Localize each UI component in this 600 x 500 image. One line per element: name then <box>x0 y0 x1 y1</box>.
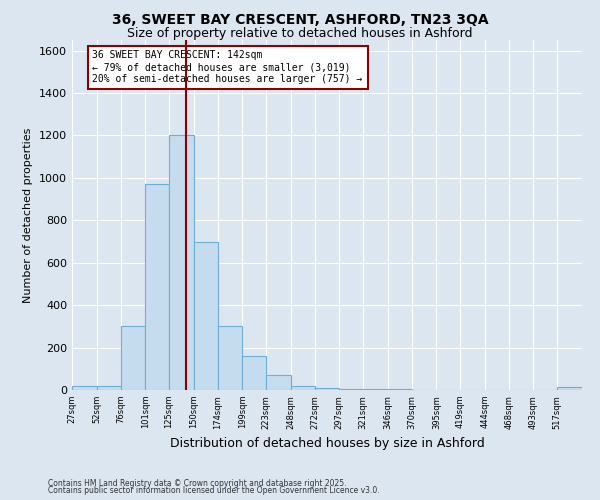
Text: Size of property relative to detached houses in Ashford: Size of property relative to detached ho… <box>127 28 473 40</box>
Bar <box>291 386 314 390</box>
Text: 36, SWEET BAY CRESCENT, ASHFORD, TN23 3QA: 36, SWEET BAY CRESCENT, ASHFORD, TN23 3Q… <box>112 12 488 26</box>
Bar <box>242 356 266 390</box>
Bar <box>340 389 363 390</box>
Bar <box>363 389 388 390</box>
Bar <box>557 387 582 390</box>
Text: 36 SWEET BAY CRESCENT: 142sqm
← 79% of detached houses are smaller (3,019)
20% o: 36 SWEET BAY CRESCENT: 142sqm ← 79% of d… <box>92 50 362 84</box>
Bar <box>145 184 169 390</box>
Bar <box>314 388 340 390</box>
Bar <box>169 136 194 390</box>
Bar <box>194 242 218 390</box>
Text: Contains public sector information licensed under the Open Government Licence v3: Contains public sector information licen… <box>48 486 380 495</box>
Bar <box>97 386 121 390</box>
Bar <box>72 386 97 390</box>
Bar <box>266 375 291 390</box>
Bar <box>218 326 242 390</box>
Bar <box>121 326 145 390</box>
Y-axis label: Number of detached properties: Number of detached properties <box>23 128 34 302</box>
Text: Contains HM Land Registry data © Crown copyright and database right 2025.: Contains HM Land Registry data © Crown c… <box>48 478 347 488</box>
X-axis label: Distribution of detached houses by size in Ashford: Distribution of detached houses by size … <box>170 437 484 450</box>
